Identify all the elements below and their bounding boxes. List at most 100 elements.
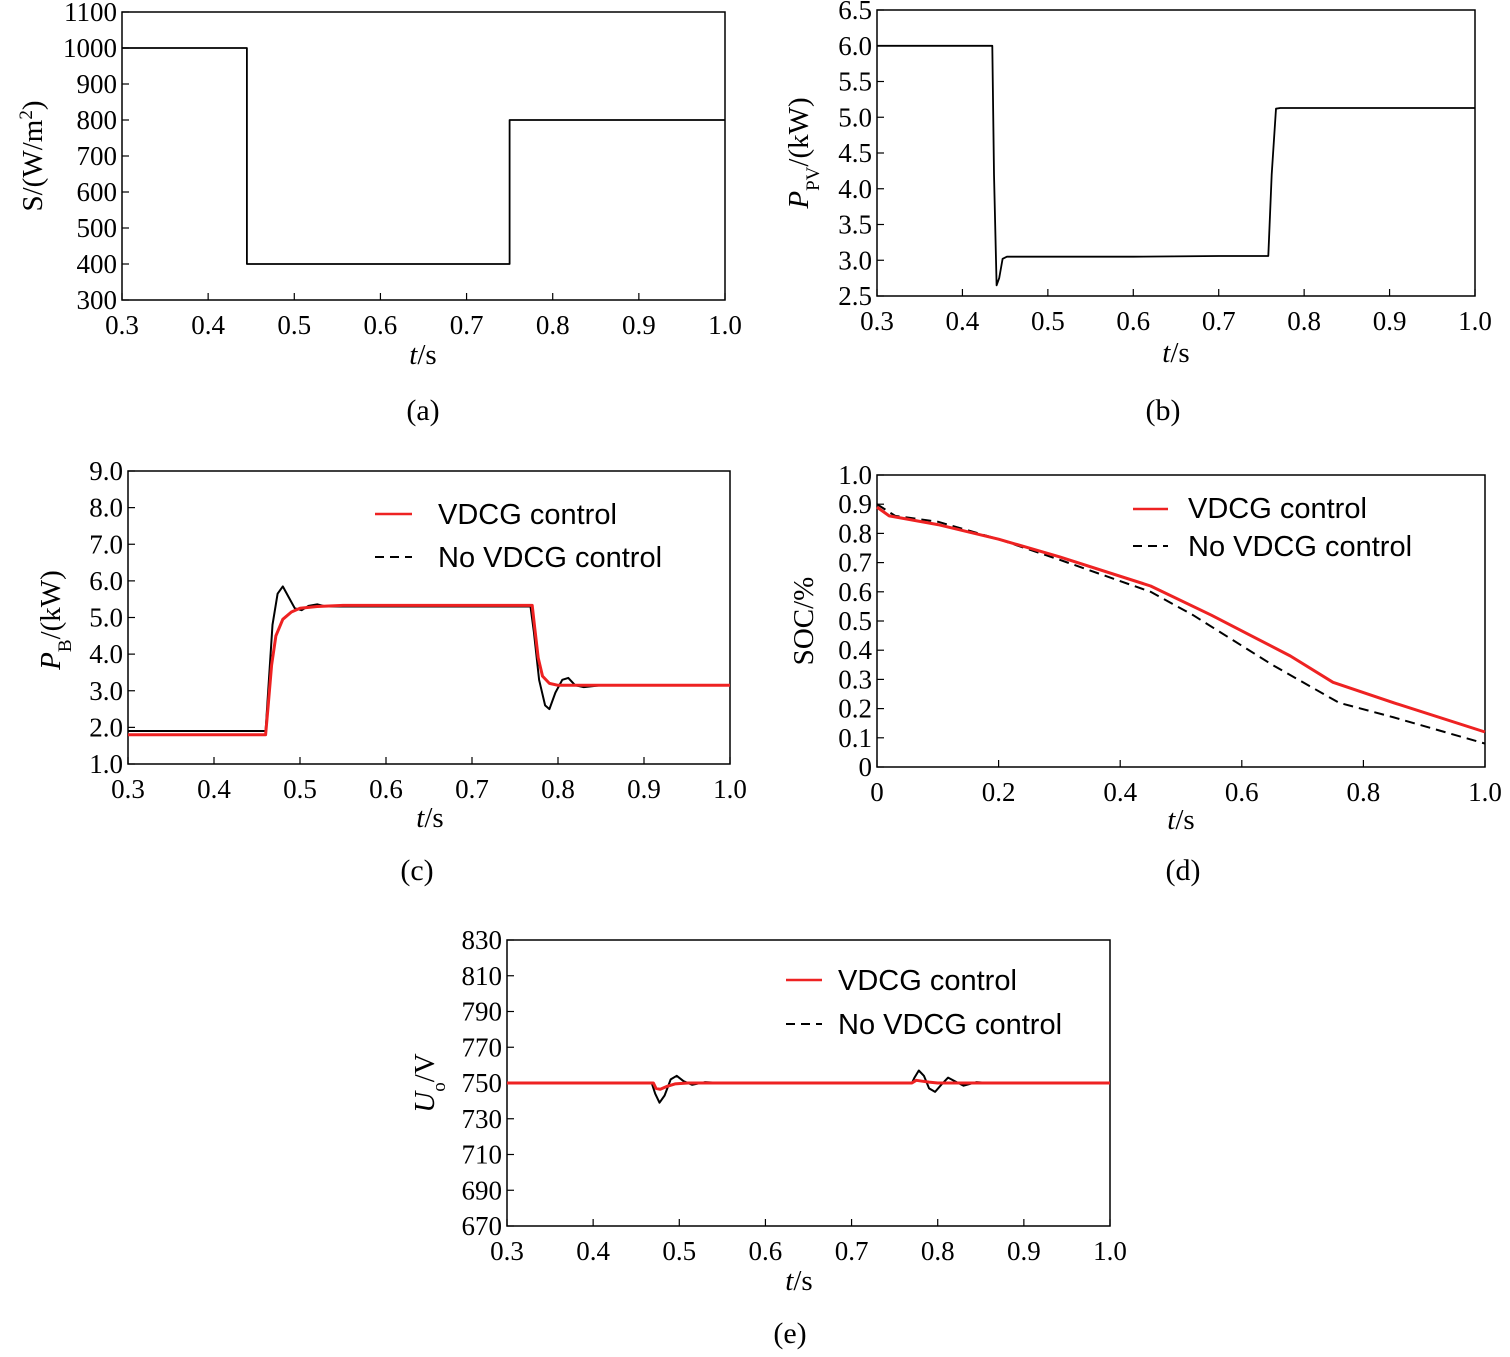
x-tick-label: 0.7: [1202, 306, 1236, 336]
panel-c-legend: VDCG control No VDCG control: [375, 499, 662, 574]
y-tick-label: 0.3: [838, 664, 872, 694]
y-tick-label: 830: [462, 925, 503, 955]
x-tick-label: 0.9: [1373, 306, 1407, 336]
y-tick-label: 800: [77, 105, 118, 135]
series-line-vdcg-control: [876, 505, 1486, 734]
panel-b-axis-frame: [876, 9, 1476, 297]
panel-c-x-axis-label: t/s: [416, 802, 443, 834]
y-tick-label: 0.9: [838, 489, 872, 519]
panel-d-y-axis-label: SOC/%: [788, 577, 820, 666]
panel-b-y-tick-labels: 2.5 3.0 3.5 4.0 4.5 5.0 5.5 6.0 6.5: [838, 0, 872, 311]
x-tick-label: 1.0: [1458, 306, 1492, 336]
panel-e: 0.3 0.4 0.5 0.6 0.7 0.8 0.9 1.0 670 690 710 730 750…: [409, 925, 1127, 1350]
x-tick-label: 0.2: [982, 777, 1016, 807]
panel-e-x-axis-label: t/s: [785, 1265, 812, 1297]
y-tick-label: 4.0: [89, 639, 123, 669]
panel-e-caption: (e): [773, 1317, 806, 1350]
panel-e-ticks: [506, 939, 1111, 1227]
y-tick-label: 0.4: [838, 635, 872, 665]
y-tick-label: 0: [859, 752, 873, 782]
series-line-no-vdcg-control: [876, 503, 1486, 745]
panel-e-legend-label-novdcg: No VDCG control: [838, 1009, 1062, 1041]
y-tick-label: 300: [77, 285, 118, 315]
y-tick-label: 4.0: [838, 174, 872, 204]
y-tick-label: 3.5: [838, 210, 872, 240]
panel-c-legend-label-vdcg: VDCG control: [438, 499, 617, 531]
x-tick-label: 1.0: [708, 310, 742, 340]
series-line-vdcg-control: [128, 603, 730, 737]
y-tick-label: 730: [462, 1104, 503, 1134]
y-tick-label: 690: [462, 1175, 503, 1205]
x-tick-label: 0.7: [455, 774, 489, 804]
panel-c-axis-frame: [127, 470, 731, 765]
series-line-no-vdcg-control: [128, 585, 730, 732]
panel-d-ticks: [876, 474, 1486, 768]
x-tick-label: 1.0: [1468, 777, 1502, 807]
panel-c-ticks: [127, 470, 731, 765]
y-tick-label: 2.0: [89, 712, 123, 742]
panel-b: 0.3 0.4 0.5 0.6 0.7 0.8 0.9 1.0 2.5 3.0 3.5 4.0 4.5…: [783, 0, 1492, 427]
panel-d-legend: VDCG control No VDCG control: [1133, 493, 1412, 563]
x-tick-label: 0.3: [111, 774, 145, 804]
x-tick-label: 0.6: [364, 310, 398, 340]
x-tick-label: 0.3: [105, 310, 139, 340]
y-tick-label: 3.0: [89, 676, 123, 706]
panel-b-series: [877, 44, 1475, 287]
panel-b-x-axis-label: t/s: [1162, 337, 1189, 369]
panel-a-y-tick-labels: 300 400 500 600 700 800 900 1000 1100: [63, 0, 117, 315]
x-tick-label: 0.9: [1007, 1236, 1041, 1266]
panel-b-y-axis-label: PPV/(kW): [783, 97, 824, 209]
panel-e-legend-label-vdcg: VDCG control: [838, 965, 1017, 997]
y-tick-label: 600: [77, 177, 118, 207]
panel-a-axis-frame: [121, 11, 726, 301]
x-tick-label: 0.6: [749, 1236, 783, 1266]
x-tick-label: 0.5: [1031, 306, 1065, 336]
y-tick-label: 6.0: [838, 31, 872, 61]
y-tick-label: 1100: [64, 0, 117, 27]
panel-c-caption: (c): [400, 854, 433, 887]
x-tick-label: 0.7: [835, 1236, 869, 1266]
panel-d-axis-frame: [876, 474, 1486, 768]
y-tick-label: 400: [77, 249, 118, 279]
panel-d-series: [876, 503, 1486, 745]
y-tick-label: 700: [77, 141, 118, 171]
panel-d: 0 0.2 0.4 0.6 0.8 1.0 00.10.20.30.40.50.60.70…: [788, 460, 1502, 887]
y-tick-label: 4.5: [838, 138, 872, 168]
y-tick-label: 790: [462, 997, 503, 1027]
x-tick-label: 0.5: [277, 310, 311, 340]
panel-d-legend-label-vdcg: VDCG control: [1188, 493, 1367, 525]
panel-e-y-axis-label: Uo/V: [409, 1053, 450, 1113]
y-tick-label: 0.8: [838, 518, 872, 548]
series-line-vdcg-control: [507, 1078, 1110, 1091]
y-tick-label: 5.0: [838, 102, 872, 132]
y-tick-label: 6.5: [838, 0, 872, 25]
x-tick-label: 0.8: [1347, 777, 1381, 807]
panel-c: 0.3 0.4 0.5 0.6 0.7 0.8 0.9 1.0 1.0 2.0 3.0 4.0 5.0…: [35, 456, 747, 887]
panel-d-y-tick-labels: 00.10.20.30.40.50.60.70.80.91.0: [838, 460, 872, 782]
x-tick-label: 0.8: [536, 310, 570, 340]
y-tick-label: 500: [77, 213, 118, 243]
panel-c-y-tick-labels: 1.0 2.0 3.0 4.0 5.0 6.0 7.0 8.0 9.0: [89, 456, 123, 779]
x-tick-label: 1.0: [1093, 1236, 1127, 1266]
x-tick-label: 0.4: [197, 774, 231, 804]
x-tick-label: 0.8: [541, 774, 575, 804]
panel-d-legend-label-novdcg: No VDCG control: [1188, 531, 1412, 563]
x-tick-label: 0.5: [283, 774, 317, 804]
y-tick-label: 5.0: [89, 603, 123, 633]
y-tick-label: 0.6: [838, 577, 872, 607]
panel-e-legend: VDCG control No VDCG control: [786, 965, 1062, 1041]
x-tick-label: 0.8: [1287, 306, 1321, 336]
panel-e-series: [507, 1069, 1110, 1104]
x-tick-label: 0.8: [921, 1236, 955, 1266]
y-tick-label: 710: [462, 1140, 503, 1170]
x-tick-label: 0.3: [490, 1236, 524, 1266]
y-tick-label: 5.5: [838, 67, 872, 97]
panel-d-x-axis-label: t/s: [1167, 804, 1194, 836]
panel-a-x-tick-labels: 0.3 0.4 0.5 0.6 0.7 0.8 0.9 1.0: [105, 310, 742, 340]
panel-a-caption: (a): [406, 394, 439, 427]
panel-b-caption: (b): [1146, 394, 1181, 427]
panel-b-x-tick-labels: 0.3 0.4 0.5 0.6 0.7 0.8 0.9 1.0: [860, 306, 1492, 336]
panel-c-y-axis-label: PB/(kW): [35, 570, 76, 671]
x-tick-label: 0.9: [627, 774, 661, 804]
